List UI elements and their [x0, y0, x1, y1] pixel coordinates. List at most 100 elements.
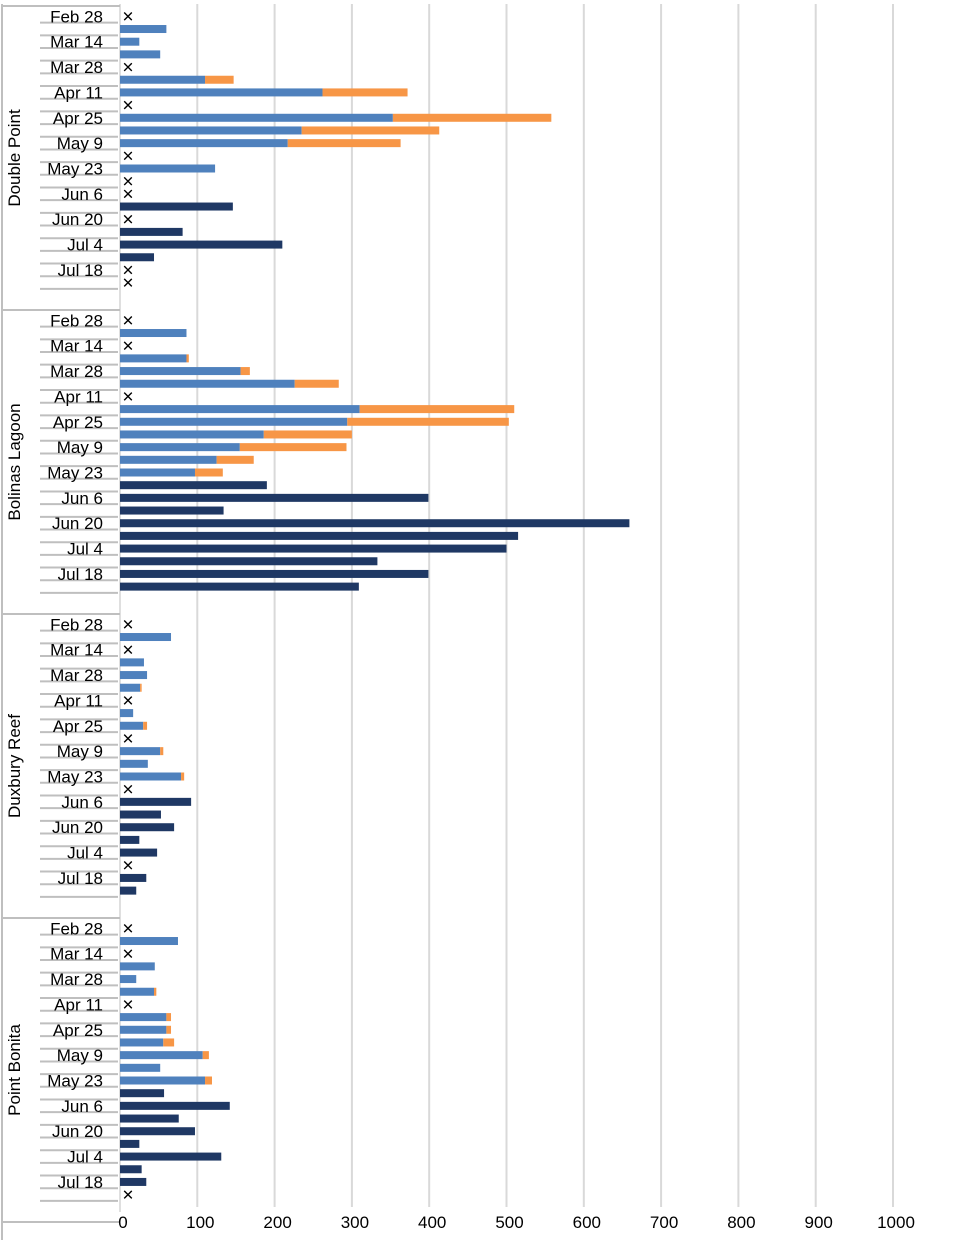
bar-orange [143, 721, 148, 730]
bar-navy [120, 1114, 179, 1123]
bar-blue [120, 1051, 203, 1060]
bar-blue [120, 721, 144, 730]
date-label: May 9 [57, 1046, 103, 1065]
site-group: Bolinas Lagoon Feb 28 Mar 14 Mar 28 Apr 11 Ap… [5, 311, 630, 594]
bar-blue [120, 759, 148, 768]
bar-blue [120, 962, 155, 971]
bar-navy [120, 557, 378, 566]
date-label: Apr 11 [54, 995, 103, 1014]
bar-blue [120, 1013, 167, 1022]
date-label: Jun 20 [52, 514, 103, 533]
no-data-mark [123, 1190, 133, 1199]
bar-blue [120, 88, 323, 97]
date-label: May 23 [47, 768, 103, 787]
bar-navy [120, 493, 429, 502]
bar-blue [120, 772, 182, 781]
date-label: Apr 11 [54, 387, 103, 406]
bar-blue [120, 417, 348, 426]
no-data-mark [123, 278, 133, 287]
date-label: Jun 6 [61, 185, 103, 204]
bar-orange [263, 430, 352, 439]
bar-blue [120, 1076, 206, 1085]
bar-navy [120, 569, 429, 578]
x-tick-label: 1000 [877, 1213, 915, 1232]
bar-navy [120, 810, 161, 819]
no-data-mark [123, 924, 133, 933]
date-label: Apr 11 [54, 83, 103, 102]
bar-orange [202, 1051, 209, 1060]
bar-navy [120, 1101, 230, 1110]
bar-blue [120, 164, 216, 173]
no-data-mark [123, 734, 133, 743]
site-label: Duxbury Reef [5, 714, 24, 818]
bar-blue [120, 937, 178, 946]
date-label: Apr 25 [53, 717, 103, 736]
bar-orange [240, 367, 250, 376]
no-data-mark [123, 151, 133, 161]
bar-blue [120, 354, 187, 363]
bar-orange [239, 443, 347, 452]
bar-navy [120, 1177, 147, 1186]
bar-blue [120, 367, 241, 376]
x-tick-label: 100 [186, 1213, 214, 1232]
date-label: Mar 14 [50, 641, 103, 660]
bar-blue [120, 468, 195, 477]
site-label: Point Bonita [5, 1024, 24, 1116]
no-data-mark [123, 620, 133, 629]
x-tick-label: 700 [650, 1213, 678, 1232]
bar-navy [120, 1152, 222, 1161]
bar-orange [322, 88, 408, 97]
date-label: Mar 14 [50, 337, 103, 356]
bar-orange [166, 1013, 172, 1022]
site-label: Bolinas Lagoon [5, 403, 24, 520]
bar-navy [120, 1139, 140, 1148]
no-data-mark [123, 100, 133, 110]
date-label: Feb 28 [50, 615, 103, 634]
date-label: Jul 18 [58, 565, 103, 584]
bar-orange [186, 354, 189, 363]
date-label: May 23 [47, 1072, 103, 1091]
bar-blue [120, 75, 206, 84]
date-label: Jun 6 [61, 1097, 103, 1116]
date-label: Mar 28 [50, 666, 103, 685]
x-axis: 0 100 200 300 400 500 600 700 800 900 1000 [118, 1213, 915, 1232]
bar-orange [301, 126, 440, 135]
date-label: Jul 4 [67, 1148, 103, 1167]
bar-blue [120, 113, 393, 122]
date-label: Feb 28 [50, 919, 103, 938]
date-label: Jul 18 [58, 261, 103, 280]
no-data-mark [123, 176, 133, 186]
x-tick-label: 0 [118, 1213, 127, 1232]
bar-navy [120, 823, 175, 832]
x-tick-label: 800 [727, 1213, 755, 1232]
bar-navy [120, 202, 233, 211]
date-label: Jul 18 [58, 869, 103, 888]
date-label: Feb 28 [50, 7, 103, 26]
no-data-mark [123, 12, 133, 21]
bar-blue [120, 1038, 164, 1047]
bar-blue [120, 329, 187, 338]
no-data-mark [123, 696, 133, 705]
date-label: Apr 11 [54, 691, 103, 710]
no-data-mark [123, 62, 133, 72]
bar-blue [120, 658, 144, 667]
no-data-mark [123, 1000, 133, 1009]
date-label: Jun 20 [52, 210, 103, 229]
bar-blue [120, 25, 167, 34]
x-tick-label: 300 [341, 1213, 369, 1232]
no-data-mark [123, 265, 133, 275]
date-label: Jun 20 [52, 1122, 103, 1141]
bar-blue [120, 430, 264, 439]
x-tick-label: 500 [495, 1213, 523, 1232]
bar-blue [120, 633, 172, 642]
bar-blue [120, 126, 302, 135]
bar-navy [120, 797, 192, 806]
bar-blue [120, 987, 155, 996]
date-label: Mar 28 [50, 362, 103, 381]
date-label: Jul 18 [58, 1173, 103, 1192]
bar-orange [359, 405, 515, 414]
bar-blue [120, 443, 240, 452]
date-label: Feb 28 [50, 311, 103, 330]
bar-blue [120, 709, 134, 718]
